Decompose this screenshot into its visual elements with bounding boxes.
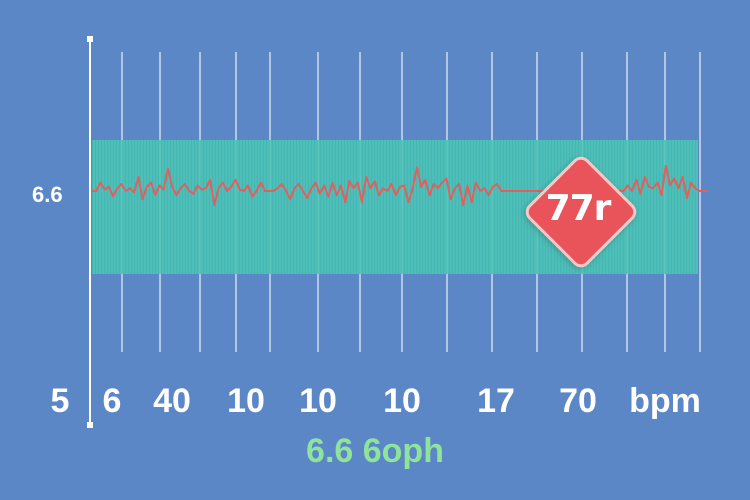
y-axis-top-cap <box>87 36 93 42</box>
x-tick-label-6: 17 <box>477 382 515 420</box>
x-tick-label-1: 6 <box>103 382 122 420</box>
y-axis-bottom-cap <box>87 422 93 428</box>
x-tick-label-7: 70 <box>559 382 597 420</box>
x-axis-label: 6.6 6oph <box>306 432 444 470</box>
x-tick-label-2: 40 <box>153 382 191 420</box>
y-axis-label: 6.6 <box>32 182 63 207</box>
x-tick-labels: 5 6 40 10 10 10 17 70 bpm <box>51 382 701 420</box>
x-tick-label-0: 5 <box>51 382 70 420</box>
badge-label: 77r <box>545 188 612 229</box>
x-tick-label-3: 10 <box>227 382 265 420</box>
heart-rate-badge: 77r <box>521 150 641 272</box>
x-tick-label-5: 10 <box>383 382 421 420</box>
x-tick-label-4: 10 <box>299 382 337 420</box>
x-tick-label-8: bpm <box>629 382 701 420</box>
